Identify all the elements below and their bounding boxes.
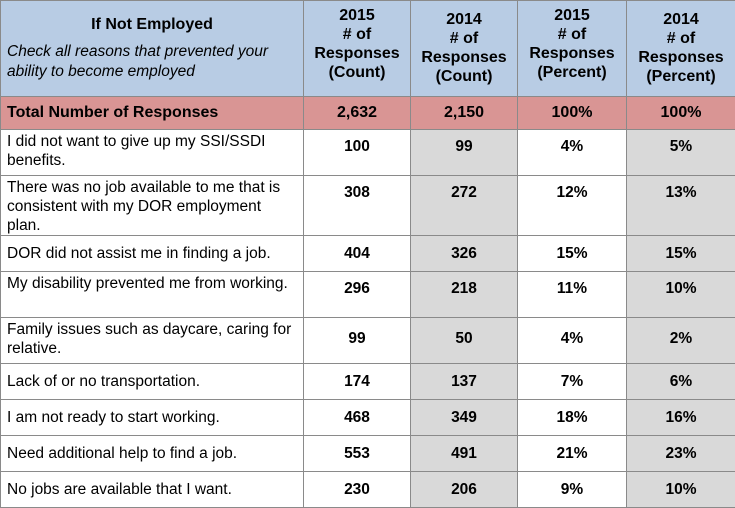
row-2014-count: 99	[411, 130, 518, 176]
row-2015-percent: 21%	[518, 436, 627, 472]
header-row: If Not Employed Check all reasons that p…	[1, 1, 735, 97]
row-2015-percent: 15%	[518, 236, 627, 272]
header-2015-count: 2015 # of Responses (Count)	[304, 1, 411, 97]
row-2014-count: 272	[411, 176, 518, 236]
header-line: (Count)	[411, 67, 517, 86]
row-2014-percent: 23%	[627, 436, 735, 472]
header-line: Responses	[411, 48, 517, 67]
header-line: 2015	[518, 6, 626, 25]
header-subtitle: Check all reasons that prevented your ab…	[7, 42, 297, 82]
row-2014-count: 206	[411, 472, 518, 508]
total-2015-percent: 100%	[518, 97, 627, 130]
row-2014-count: 218	[411, 272, 518, 318]
header-line: # of	[627, 29, 735, 48]
row-2014-percent: 15%	[627, 236, 735, 272]
row-label: No jobs are available that I want.	[1, 472, 304, 508]
header-line: Responses	[518, 44, 626, 63]
row-2015-percent: 18%	[518, 400, 627, 436]
header-line: (Count)	[304, 63, 410, 82]
table-row: There was no job available to me that is…	[1, 176, 735, 236]
row-2015-count: 296	[304, 272, 411, 318]
table-row: DOR did not assist me in finding a job. …	[1, 236, 735, 272]
row-label: Family issues such as daycare, caring fo…	[1, 318, 304, 364]
row-2014-percent: 6%	[627, 364, 735, 400]
row-2014-count: 50	[411, 318, 518, 364]
row-2015-count: 99	[304, 318, 411, 364]
header-question-cell: If Not Employed Check all reasons that p…	[1, 1, 304, 97]
header-line: 2015	[304, 6, 410, 25]
row-label: Lack of or no transportation.	[1, 364, 304, 400]
total-2014-count: 2,150	[411, 97, 518, 130]
row-2015-count: 404	[304, 236, 411, 272]
header-line: 2014	[411, 10, 517, 29]
table-row: I did not want to give up my SSI/SSDI be…	[1, 130, 735, 176]
row-label: There was no job available to me that is…	[1, 176, 304, 236]
row-2014-count: 491	[411, 436, 518, 472]
row-2015-count: 553	[304, 436, 411, 472]
header-line: # of	[518, 25, 626, 44]
row-label: I am not ready to start working.	[1, 400, 304, 436]
header-2015-percent: 2015 # of Responses (Percent)	[518, 1, 627, 97]
row-label: My disability prevented me from working.	[1, 272, 304, 318]
table-row: My disability prevented me from working.…	[1, 272, 735, 318]
row-2014-percent: 5%	[627, 130, 735, 176]
row-2015-percent: 4%	[518, 318, 627, 364]
row-2014-percent: 2%	[627, 318, 735, 364]
header-line: 2014	[627, 10, 735, 29]
header-line: # of	[411, 29, 517, 48]
row-2015-count: 174	[304, 364, 411, 400]
header-line: (Percent)	[627, 67, 735, 86]
row-2014-count: 326	[411, 236, 518, 272]
header-title: If Not Employed	[7, 16, 297, 34]
table-row: No jobs are available that I want. 230 2…	[1, 472, 735, 508]
header-line: (Percent)	[518, 63, 626, 82]
row-2014-count: 349	[411, 400, 518, 436]
total-label: Total Number of Responses	[1, 97, 304, 130]
row-2015-count: 230	[304, 472, 411, 508]
row-2015-count: 100	[304, 130, 411, 176]
row-2014-percent: 10%	[627, 472, 735, 508]
header-2014-count: 2014 # of Responses (Count)	[411, 1, 518, 97]
row-2014-count: 137	[411, 364, 518, 400]
table-row: I am not ready to start working. 468 349…	[1, 400, 735, 436]
row-2015-count: 468	[304, 400, 411, 436]
row-2015-percent: 12%	[518, 176, 627, 236]
total-2015-count: 2,632	[304, 97, 411, 130]
header-2014-percent: 2014 # of Responses (Percent)	[627, 1, 735, 97]
row-2014-percent: 10%	[627, 272, 735, 318]
row-2014-percent: 16%	[627, 400, 735, 436]
header-line: # of	[304, 25, 410, 44]
row-2015-percent: 11%	[518, 272, 627, 318]
header-line: Responses	[627, 48, 735, 67]
row-2015-percent: 9%	[518, 472, 627, 508]
row-2014-percent: 13%	[627, 176, 735, 236]
table-row: Family issues such as daycare, caring fo…	[1, 318, 735, 364]
total-row: Total Number of Responses 2,632 2,150 10…	[1, 97, 735, 130]
row-label: Need additional help to find a job.	[1, 436, 304, 472]
row-2015-count: 308	[304, 176, 411, 236]
total-2014-percent: 100%	[627, 97, 735, 130]
row-label: I did not want to give up my SSI/SSDI be…	[1, 130, 304, 176]
row-2015-percent: 7%	[518, 364, 627, 400]
table-row: Lack of or no transportation. 174 137 7%…	[1, 364, 735, 400]
header-line: Responses	[304, 44, 410, 63]
row-2015-percent: 4%	[518, 130, 627, 176]
table-row: Need additional help to find a job. 553 …	[1, 436, 735, 472]
row-label: DOR did not assist me in finding a job.	[1, 236, 304, 272]
